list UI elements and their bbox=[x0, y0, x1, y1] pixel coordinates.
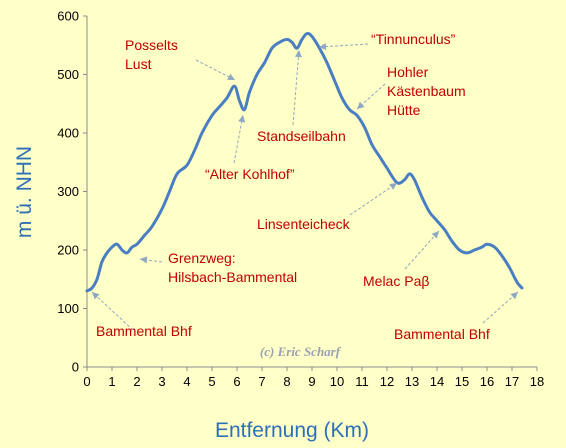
x-axis-label: Entfernung (Km) bbox=[215, 419, 369, 442]
x-tick-label: 3 bbox=[158, 374, 165, 389]
y-axis-label: m ü. NHN bbox=[13, 146, 36, 238]
y-tick-label: 200 bbox=[57, 243, 79, 258]
annotation-line: Linsenteicheck bbox=[257, 216, 351, 232]
annotation-arrow-line bbox=[292, 49, 300, 126]
annotation-arrow-head bbox=[294, 50, 302, 58]
plot-area bbox=[85, 31, 524, 293]
x-tick-label: 16 bbox=[480, 374, 494, 389]
y-tick-label: 500 bbox=[57, 67, 79, 82]
annotation-label: Standseilbahn bbox=[257, 128, 346, 144]
annotation-arrow-head bbox=[357, 101, 365, 109]
annotation-label: Melac Paβ bbox=[363, 273, 429, 289]
annotation-label: Grenzweg: Hilsbach-Bammental bbox=[168, 250, 297, 285]
x-tick-label: 14 bbox=[430, 374, 444, 389]
annotation-arrow-line bbox=[349, 182, 398, 216]
annotation-arrow-head bbox=[227, 73, 235, 80]
annotation-standseilbahn: Standseilbahn bbox=[257, 49, 346, 144]
annotation-arrow-line bbox=[233, 114, 244, 164]
annotation-arrow-head bbox=[510, 292, 518, 300]
annotation-line: Standseilbahn bbox=[257, 128, 346, 144]
x-tick-label: 18 bbox=[530, 374, 544, 389]
annotation-label: Posselts Lust bbox=[125, 37, 178, 72]
x-tick-label: 9 bbox=[308, 374, 315, 389]
annotation-melac: Melac Paβ bbox=[363, 230, 440, 289]
annotation-line: Bammental Bhf bbox=[96, 323, 192, 339]
annotation-line: “Alter Kohlhof” bbox=[205, 166, 295, 182]
x-tick-label: 11 bbox=[355, 374, 369, 389]
annotation-arrow-head bbox=[140, 256, 148, 264]
annotation-tinnunculus: “Tinnunculus” bbox=[318, 31, 456, 51]
y-tick-label: 100 bbox=[57, 301, 79, 316]
annotation-linsenteicheck: Linsenteicheck bbox=[257, 182, 398, 232]
x-tick-label: 4 bbox=[183, 374, 190, 389]
annotation-line: Lust bbox=[125, 56, 152, 72]
annotation-bammental-left: Bammental Bhf bbox=[91, 291, 192, 339]
annotation-line: Bammental Bhf bbox=[394, 326, 490, 342]
annotation-arrow-head bbox=[92, 292, 100, 300]
annotation-label: Linsenteicheck bbox=[257, 216, 351, 232]
x-tick-label: 1 bbox=[108, 374, 115, 389]
x-tick-label: 17 bbox=[505, 374, 519, 389]
tick-labels: 0 1 2 3 4 5 6 7 8 9 10 11 12 13 14 15 16 17 18010020030040… bbox=[57, 9, 544, 390]
annotation-line: Hilsbach-Bammental bbox=[168, 269, 297, 285]
x-tick-label: 13 bbox=[405, 374, 419, 389]
x-tick-label: 5 bbox=[208, 374, 215, 389]
axes bbox=[83, 15, 538, 371]
annotation-label: “Tinnunculus” bbox=[371, 31, 456, 47]
annotation-label: Bammental Bhf bbox=[96, 323, 192, 339]
annotation-line: Posselts bbox=[125, 37, 178, 53]
annotation-label: “Alter Kohlhof” bbox=[205, 166, 295, 182]
annotation-grenzweg: Grenzweg: Hilsbach-Bammental bbox=[139, 250, 297, 285]
x-tick-label: 0 bbox=[83, 374, 90, 389]
y-tick-label: 0 bbox=[72, 360, 79, 375]
elevation-line bbox=[85, 31, 524, 293]
annotation-arrow-head bbox=[431, 231, 439, 239]
annotation-arrow-line bbox=[482, 291, 519, 324]
annotation-arrow-line bbox=[91, 291, 134, 331]
watermark: (c) Eric Scharf bbox=[260, 344, 342, 359]
annotation-arrow-head bbox=[389, 183, 397, 190]
x-tick-label: 10 bbox=[330, 374, 344, 389]
annotation-line: Hütte bbox=[387, 102, 421, 118]
annotation-posselts: Posselts Lust bbox=[125, 37, 236, 81]
annotation-hohler: Hohler Kästenbaum Hütte bbox=[356, 64, 466, 118]
annotation-line: Grenzweg: bbox=[168, 250, 236, 266]
annotations: Bammental Bhf Grenzweg: Hilsbach-Bammental… bbox=[91, 31, 519, 342]
annotation-arrow-head bbox=[238, 115, 246, 123]
annotation-label: Bammental Bhf bbox=[394, 326, 490, 342]
x-tick-label: 15 bbox=[455, 374, 469, 389]
annotation-arrow-line bbox=[195, 59, 236, 81]
annotation-line: Kästenbaum bbox=[387, 83, 466, 99]
annotation-bammental-right: Bammental Bhf bbox=[394, 291, 519, 342]
y-tick-label: 400 bbox=[57, 126, 79, 141]
y-tick-label: 600 bbox=[57, 9, 79, 24]
annotation-line: Melac Paβ bbox=[363, 273, 429, 289]
x-tick-label: 8 bbox=[283, 374, 290, 389]
x-tick-label: 2 bbox=[133, 374, 140, 389]
x-tick-label: 7 bbox=[258, 374, 265, 389]
annotation-arrow-line bbox=[404, 230, 440, 270]
y-tick-label: 300 bbox=[57, 184, 79, 199]
x-tick-label: 12 bbox=[380, 374, 394, 389]
annotation-label: Hohler Kästenbaum Hütte bbox=[387, 64, 466, 118]
annotation-line: “Tinnunculus” bbox=[371, 31, 456, 47]
annotation-line: Hohler bbox=[387, 64, 429, 80]
annotation-arrow-line bbox=[318, 43, 369, 48]
annotation-arrow-line bbox=[139, 258, 163, 263]
x-tick-label: 6 bbox=[233, 374, 240, 389]
annotation-kohlhof: “Alter Kohlhof” bbox=[205, 114, 295, 182]
annotation-arrow-head bbox=[319, 43, 327, 51]
